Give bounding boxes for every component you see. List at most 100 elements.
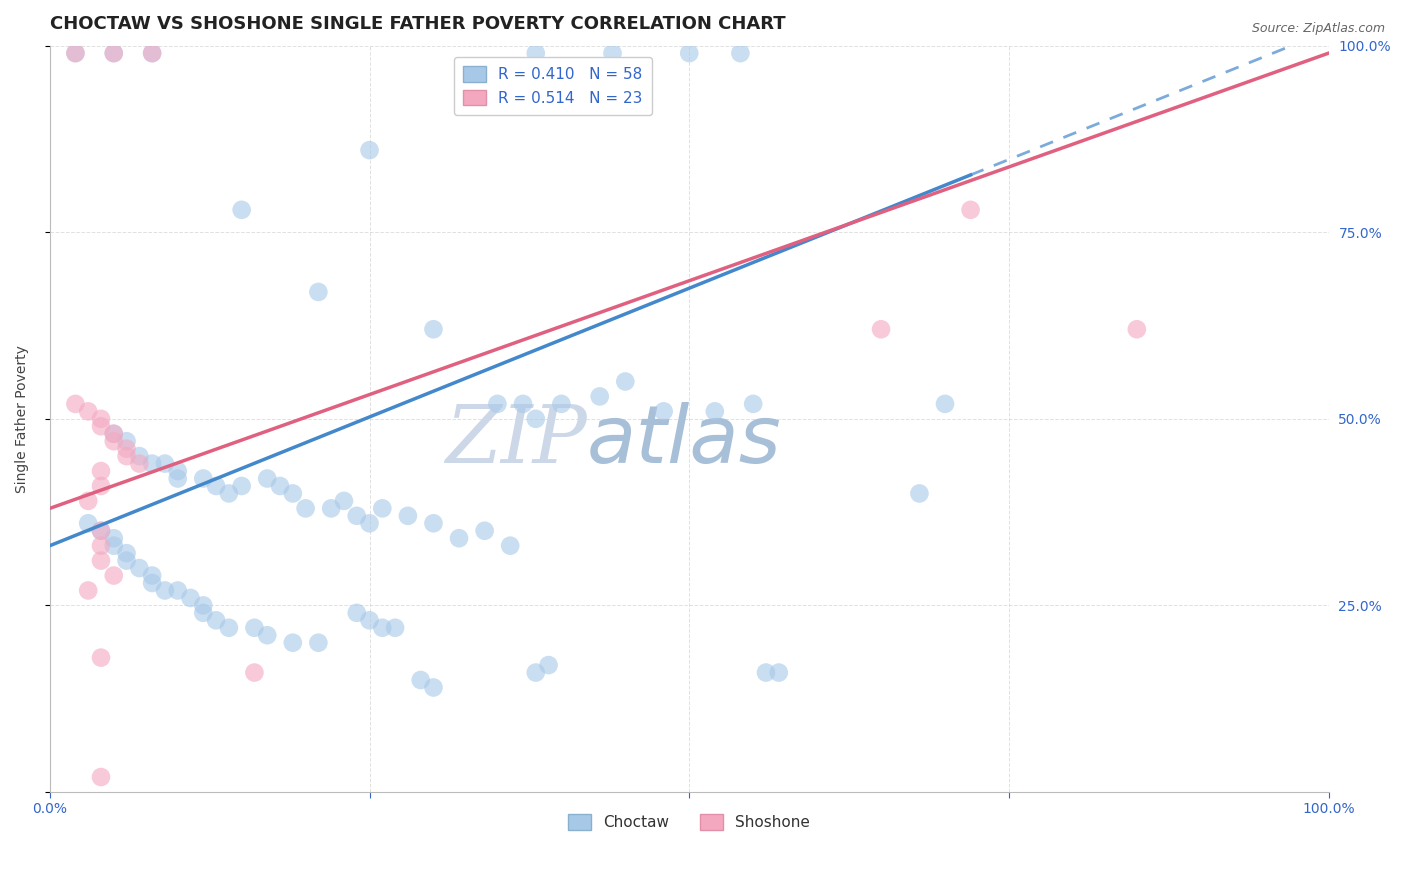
Point	[141, 576, 163, 591]
Point	[90, 539, 112, 553]
Text: ZIP: ZIP	[446, 402, 586, 480]
Point	[90, 524, 112, 538]
Point	[384, 621, 406, 635]
Point	[179, 591, 201, 605]
Point	[193, 599, 215, 613]
Point	[243, 665, 266, 680]
Point	[486, 397, 509, 411]
Point	[103, 434, 125, 449]
Point	[269, 479, 291, 493]
Point	[602, 46, 624, 61]
Point	[474, 524, 496, 538]
Point	[371, 621, 394, 635]
Point	[90, 770, 112, 784]
Point	[755, 665, 778, 680]
Point	[218, 486, 240, 500]
Point	[652, 404, 675, 418]
Point	[396, 508, 419, 523]
Point	[115, 434, 138, 449]
Point	[346, 606, 368, 620]
Point	[537, 658, 560, 673]
Point	[703, 404, 725, 418]
Point	[281, 486, 304, 500]
Point	[103, 531, 125, 545]
Point	[103, 426, 125, 441]
Point	[768, 665, 790, 680]
Point	[115, 546, 138, 560]
Text: atlas: atlas	[586, 402, 782, 480]
Point	[115, 442, 138, 456]
Point	[589, 389, 612, 403]
Point	[294, 501, 316, 516]
Point	[115, 553, 138, 567]
Point	[153, 457, 176, 471]
Point	[524, 46, 547, 61]
Point	[934, 397, 956, 411]
Point	[359, 516, 381, 531]
Legend: Choctaw, Shoshone: Choctaw, Shoshone	[562, 808, 817, 837]
Point	[103, 539, 125, 553]
Point	[103, 46, 125, 61]
Point	[359, 613, 381, 627]
Point	[256, 471, 278, 485]
Point	[307, 636, 329, 650]
Point	[346, 508, 368, 523]
Point	[193, 606, 215, 620]
Point	[524, 412, 547, 426]
Point	[77, 583, 100, 598]
Point	[1126, 322, 1149, 336]
Point	[281, 636, 304, 650]
Point	[359, 143, 381, 157]
Point	[959, 202, 981, 217]
Point	[65, 46, 87, 61]
Point	[409, 673, 432, 687]
Point	[77, 404, 100, 418]
Text: Source: ZipAtlas.com: Source: ZipAtlas.com	[1251, 22, 1385, 36]
Point	[333, 494, 356, 508]
Point	[422, 681, 444, 695]
Point	[205, 479, 228, 493]
Point	[141, 46, 163, 61]
Point	[90, 479, 112, 493]
Point	[128, 457, 150, 471]
Point	[231, 479, 253, 493]
Point	[166, 471, 188, 485]
Point	[153, 583, 176, 598]
Point	[128, 561, 150, 575]
Point	[499, 539, 522, 553]
Point	[141, 568, 163, 582]
Point	[371, 501, 394, 516]
Point	[90, 464, 112, 478]
Point	[141, 457, 163, 471]
Point	[678, 46, 700, 61]
Point	[103, 426, 125, 441]
Point	[65, 397, 87, 411]
Point	[307, 285, 329, 299]
Point	[231, 202, 253, 217]
Point	[205, 613, 228, 627]
Point	[218, 621, 240, 635]
Point	[614, 375, 637, 389]
Point	[422, 516, 444, 531]
Point	[103, 568, 125, 582]
Y-axis label: Single Father Poverty: Single Father Poverty	[15, 345, 30, 492]
Point	[65, 46, 87, 61]
Point	[730, 46, 752, 61]
Point	[166, 583, 188, 598]
Point	[447, 531, 470, 545]
Point	[90, 524, 112, 538]
Point	[512, 397, 534, 411]
Point	[256, 628, 278, 642]
Point	[103, 46, 125, 61]
Point	[524, 665, 547, 680]
Point	[77, 516, 100, 531]
Point	[90, 553, 112, 567]
Point	[115, 449, 138, 463]
Point	[90, 419, 112, 434]
Point	[550, 397, 572, 411]
Point	[908, 486, 931, 500]
Point	[742, 397, 765, 411]
Text: CHOCTAW VS SHOSHONE SINGLE FATHER POVERTY CORRELATION CHART: CHOCTAW VS SHOSHONE SINGLE FATHER POVERT…	[49, 15, 786, 33]
Point	[243, 621, 266, 635]
Point	[321, 501, 343, 516]
